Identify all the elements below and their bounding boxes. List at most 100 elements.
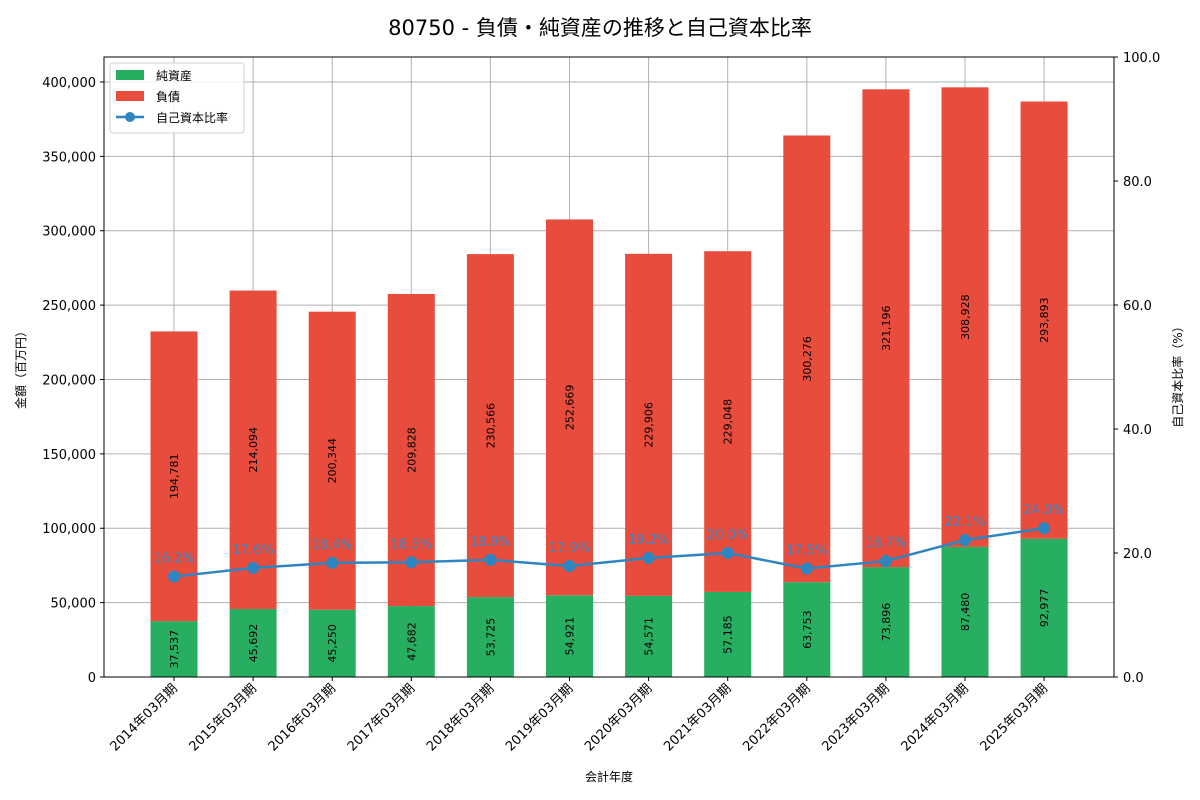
- bar-label-net-assets: 73,896: [880, 603, 893, 642]
- equity-ratio-label: 17.9%: [549, 541, 590, 556]
- x-tick-label: 2023年03月期: [819, 681, 892, 754]
- y-axis-title: 金額（百万円）: [13, 325, 28, 409]
- legend-swatch-net-assets: [116, 70, 144, 80]
- equity-ratio-marker: [721, 547, 734, 559]
- legend: 純資産 負債 自己資本比率: [109, 62, 245, 134]
- x-tick-label: 2016年03月期: [266, 681, 339, 754]
- y-tick-label: 100,000: [42, 522, 96, 537]
- x-axis-title: 会計年度: [585, 769, 633, 784]
- equity-ratio-label: 16.2%: [153, 552, 194, 567]
- bar-liabilities: [466, 254, 514, 598]
- equity-ratio-polyline: [173, 526, 1045, 578]
- bar-series: [150, 87, 1068, 677]
- legend-label-equity-ratio: 自己資本比率: [156, 110, 228, 125]
- bar-label-net-assets: 54,571: [643, 617, 656, 656]
- equity-ratio-marker: [405, 556, 418, 569]
- x-tick-label: 2020年03月期: [582, 681, 655, 754]
- bar-label-liabilities: 293,893: [1038, 297, 1051, 343]
- bar-net-assets: [308, 609, 356, 677]
- bar-label-liabilities: 321,196: [880, 305, 893, 351]
- equity-ratio-label: 18.4%: [312, 538, 353, 553]
- bar-label-liabilities: 252,669: [564, 385, 577, 431]
- equity-ratio-marker: [800, 562, 813, 575]
- bar-liabilities: [625, 253, 673, 596]
- bar-net-assets: [783, 582, 831, 677]
- equity-ratio-label: 24.0%: [1023, 503, 1064, 518]
- bar-net-assets: [466, 597, 514, 677]
- y2-axis-title: 自己資本比率（%）: [1170, 320, 1185, 427]
- bar-label-liabilities: 194,781: [168, 454, 181, 500]
- y-tick-label: 400,000: [42, 76, 96, 91]
- bar-liabilities: [941, 87, 989, 547]
- bar-label-net-assets: 63,753: [801, 610, 814, 649]
- bar-liabilities: [1020, 101, 1068, 539]
- x-tick-label: 2019年03月期: [503, 681, 576, 754]
- bar-liabilities: [704, 251, 752, 592]
- equity-ratio-label: 18.5%: [391, 537, 432, 552]
- legend-label-net-assets: 純資産: [156, 68, 192, 83]
- equity-ratio-line: [168, 522, 1051, 583]
- bar-liabilities: [783, 135, 831, 583]
- bar-label-liabilities: 209,828: [405, 427, 418, 473]
- bar-label-net-assets: 47,682: [405, 622, 418, 661]
- bar-label-net-assets: 87,480: [959, 593, 972, 632]
- bar-net-assets: [1020, 538, 1068, 677]
- bar-net-assets: [229, 609, 277, 677]
- x-tick-label: 2024年03月期: [899, 681, 972, 754]
- bar-liabilities: [229, 290, 277, 610]
- bar-label-net-assets: 57,185: [722, 615, 735, 654]
- bar-label-liabilities: 300,276: [801, 336, 814, 382]
- left-y-axis: 0 50,000 100,000 150,000 200,000 250,000 300,0…: [42, 76, 104, 686]
- y2-tick-label: 100.0: [1123, 51, 1160, 66]
- x-axis: 2014年03月期 2015年03月期 2016年03月期 2017年03月期 2018…: [108, 677, 1051, 755]
- bar-net-assets: [941, 546, 989, 677]
- y-tick-label: 150,000: [42, 448, 96, 463]
- equity-ratio-marker: [1038, 522, 1051, 535]
- y2-tick-label: 60.0: [1123, 299, 1152, 314]
- bar-label-liabilities: 229,048: [722, 399, 735, 445]
- bar-net-assets: [387, 606, 435, 677]
- right-y-axis: 0.0 20.0 40.0 60.0 80.0 100.0: [1114, 51, 1160, 686]
- bar-net-assets: [150, 621, 198, 677]
- bar-label-net-assets: 53,725: [484, 618, 497, 657]
- bar-label-liabilities: 214,094: [247, 427, 260, 473]
- y2-tick-label: 80.0: [1123, 175, 1152, 190]
- y-tick-label: 200,000: [42, 373, 96, 388]
- legend-swatch-liabilities: [116, 91, 144, 101]
- equity-ratio-label: 17.6%: [232, 543, 273, 558]
- bar-label-liabilities: 308,928: [959, 294, 972, 340]
- bar-label-liabilities: 229,906: [643, 402, 656, 448]
- x-tick-label: 2015年03月期: [187, 681, 260, 754]
- y-tick-label: 300,000: [42, 225, 96, 240]
- plot-frame: [103, 56, 1115, 678]
- equity-ratio-marker: [168, 570, 180, 583]
- y-tick-label: 0: [88, 671, 96, 686]
- y-tick-label: 250,000: [42, 299, 96, 314]
- x-tick-label: 2014年03月期: [108, 681, 181, 754]
- x-tick-label: 2025年03月期: [978, 681, 1051, 754]
- bar-label-liabilities: 200,344: [326, 438, 339, 484]
- y-tick-label: 350,000: [42, 150, 96, 165]
- legend-marker-equity-ratio: [125, 112, 135, 122]
- equity-ratio-label: 18.7%: [865, 536, 906, 551]
- bar-net-assets: [704, 591, 752, 677]
- legend-label-liabilities: 負債: [156, 89, 180, 104]
- equity-ratio-marker: [959, 533, 971, 546]
- equity-ratio-marker: [879, 555, 892, 568]
- equity-ratio-label: 18.9%: [470, 535, 511, 550]
- data-labels: 37,537 194,781 45,692 214,094 45,250 200,344 4…: [153, 294, 1064, 668]
- equity-ratio-marker: [642, 551, 655, 564]
- bar-net-assets: [625, 595, 673, 677]
- bar-label-net-assets: 54,921: [564, 617, 577, 656]
- bar-label-net-assets: 92,977: [1038, 589, 1051, 628]
- x-tick-label: 2017年03月期: [345, 681, 418, 754]
- y2-tick-label: 0.0: [1123, 671, 1144, 686]
- equity-ratio-label: 19.2%: [628, 533, 669, 548]
- equity-ratio-label: 17.5%: [786, 544, 827, 559]
- y2-tick-label: 20.0: [1123, 547, 1152, 562]
- bar-net-assets: [862, 567, 910, 677]
- bar-label-net-assets: 37,537: [168, 630, 181, 669]
- legend-box: [109, 62, 245, 134]
- equity-ratio-marker: [247, 561, 260, 574]
